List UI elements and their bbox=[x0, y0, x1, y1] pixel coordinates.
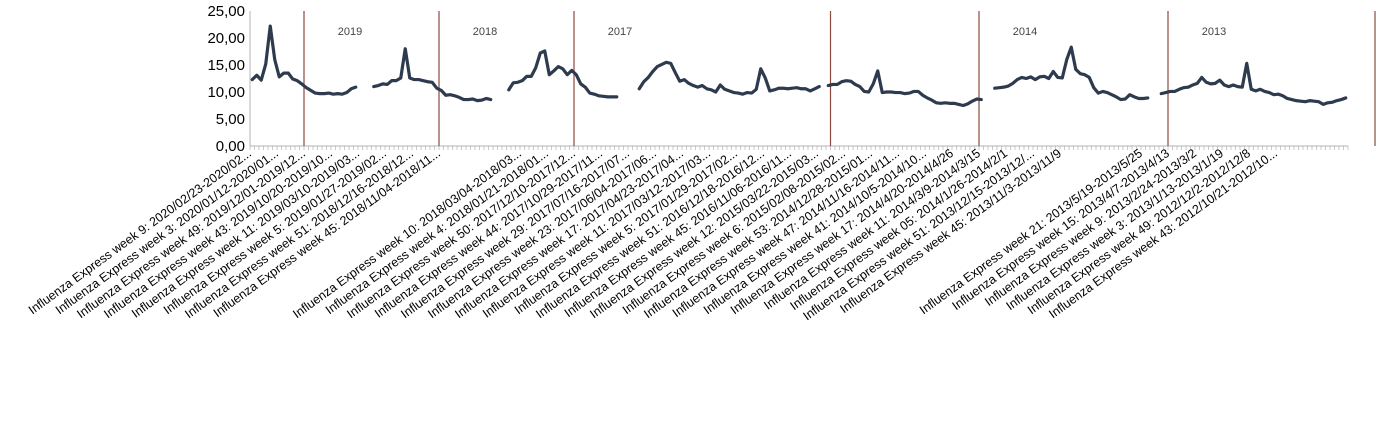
season-label: 2019 bbox=[338, 26, 362, 38]
series-lines bbox=[250, 24, 1348, 108]
series-line bbox=[250, 24, 1348, 108]
x-tick-labels: Influenza Express week 9: 2020/02/23-202… bbox=[26, 146, 1280, 323]
season-dividers bbox=[303, 11, 1376, 146]
y-tick-label: 25,00 bbox=[207, 3, 245, 20]
season-label: 2018 bbox=[473, 26, 497, 38]
y-tick-label: 10,00 bbox=[207, 84, 245, 101]
y-tick-labels: 0,00 5,00 10,00 15,00 20,00 25,00 bbox=[207, 3, 245, 155]
season-label: 2013 bbox=[1202, 26, 1226, 38]
x-tick-marks bbox=[249, 146, 1349, 150]
x-axis: Influenza Express week 9: 2020/02/23-202… bbox=[26, 145, 1349, 323]
y-axis: 0,00 5,00 10,00 15,00 20,00 25,00 bbox=[207, 3, 251, 155]
y-tick-label: 5,00 bbox=[216, 111, 245, 128]
y-tick-label: 0,00 bbox=[216, 138, 245, 155]
y-tick-label: 15,00 bbox=[207, 57, 245, 74]
y-tick-label: 20,00 bbox=[207, 30, 245, 47]
season-label: 2017 bbox=[608, 26, 632, 38]
season-labels: 2019 2018 2017 2014 2013 bbox=[338, 26, 1226, 38]
season-label: 2014 bbox=[1013, 26, 1037, 38]
